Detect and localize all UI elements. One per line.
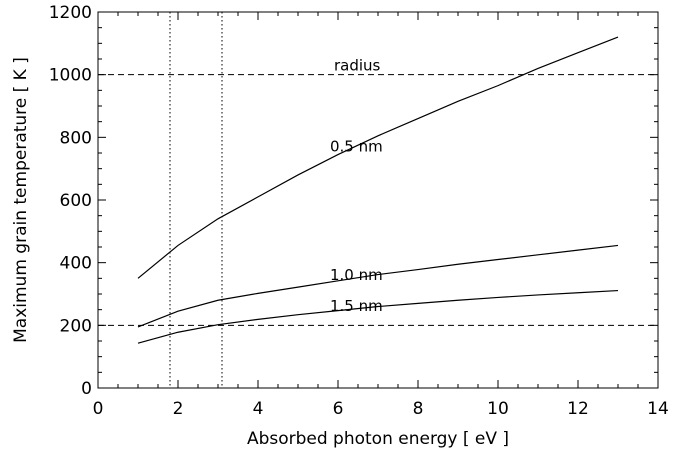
series-label: 0.5 nm [330,138,383,156]
axis-ticks [97,11,659,389]
y-tick-label: 400 [60,254,92,274]
series-label: 1.5 nm [330,297,383,315]
y-tick-label: 600 [60,191,92,211]
x-tick-label: 12 [567,399,589,419]
legend-title: radius [334,56,381,74]
y-tick-label: 1000 [49,66,92,86]
y-tick-label: 200 [60,316,92,336]
x-tick-label: 6 [333,399,344,419]
x-tick-label: 4 [253,399,264,419]
x-tick-label: 0 [93,399,104,419]
x-tick-label: 2 [173,399,184,419]
reference-lines [98,12,658,388]
y-axis-title: Maximum grain temperature [ K ] [11,57,31,343]
x-tick-label: 8 [413,399,424,419]
x-tick-label: 14 [647,399,669,419]
series-label: 1.0 nm [330,266,383,284]
series-annotations: radius 0.5 nm 1.0 nm 1.5 nm [330,56,383,315]
series-lines [137,36,619,344]
series-line-0-5-nm [137,36,619,279]
y-tick-label: 800 [60,128,92,148]
series-line-1-0-nm [137,244,619,328]
x-tick-label: 10 [487,399,509,419]
tick-labels: 0 2 4 6 8 10 12 14 0 200 400 600 800 1000 1200 [49,3,669,419]
x-axis-title: Absorbed photon energy [ eV ] [247,429,509,449]
y-tick-label: 0 [81,379,92,399]
y-tick-label: 1200 [49,3,92,23]
series-line-1-5-nm [137,289,619,344]
